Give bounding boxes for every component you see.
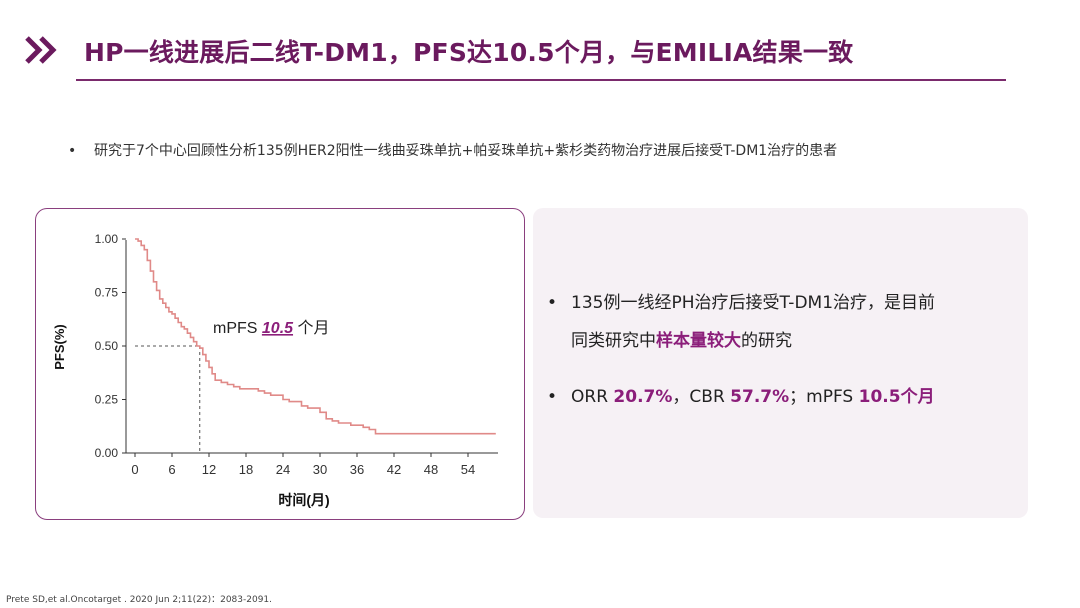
cbr-value: 57.7%: [730, 387, 790, 407]
mpfs-label: ；mPFS: [789, 387, 859, 407]
info-line-1-text: 135例一线经PH治疗后接受T-DM1治疗，是目前: [571, 293, 936, 313]
page-title: HP一线进展后二线T-DM1，PFS达10.5个月，与EMILIA结果一致: [84, 38, 854, 67]
title-divider: [76, 79, 1006, 81]
x-tick-label: 24: [276, 462, 290, 477]
info-line-2: 同类研究中样本量较大的研究: [571, 326, 792, 351]
x-tick-label: 0: [131, 462, 138, 477]
x-tick-label: 42: [387, 462, 401, 477]
x-tick-label: 30: [313, 462, 327, 477]
mpfs-annotation: mPFS 10.5 个月: [213, 319, 329, 337]
bullet-mark: •: [547, 387, 558, 407]
x-tick-label: 6: [168, 462, 175, 477]
orr-value: 20.7%: [613, 387, 673, 407]
y-tick-label: 0.25: [95, 393, 119, 407]
double-chevron-icon: [25, 36, 57, 64]
x-tick-label: 18: [239, 462, 253, 477]
mpfs-annotation-value: 10.5: [262, 320, 294, 337]
x-tick-label: 48: [424, 462, 438, 477]
x-axis-label: 时间(月): [278, 492, 329, 508]
x-tick-label: 36: [350, 462, 364, 477]
info-line-2-highlight: 样本量较大: [656, 331, 741, 351]
y-tick-label: 0.75: [95, 286, 119, 300]
info-line-1: • 135例一线经PH治疗后接受T-DM1治疗，是目前: [547, 288, 935, 313]
cbr-label: ，CBR: [672, 387, 731, 407]
mpfs-value: 10.5个月: [858, 387, 935, 407]
pfs-survival-curve: [135, 238, 496, 435]
intro-bullet: • 研究于7个中心回顾性分析135例HER2阳性一线曲妥珠单抗+帕妥珠单抗+紫杉类…: [68, 140, 837, 160]
y-tick-label: 0.50: [95, 339, 119, 353]
bullet-mark: •: [547, 293, 558, 313]
y-axis-label: PFS(%): [52, 324, 67, 370]
y-tick-label: 0.00: [95, 446, 119, 460]
orr-label: ORR: [571, 387, 614, 407]
mpfs-annotation-suffix: 个月: [293, 319, 329, 337]
info-line-3: • ORR 20.7%，CBR 57.7%；mPFS 10.5个月: [547, 382, 935, 407]
info-line-2-post: 的研究: [741, 331, 792, 351]
citation: Prete SD,et al.Oncotarget . 2020 Jun 2;1…: [6, 595, 273, 605]
intro-text: 研究于7个中心回顾性分析135例HER2阳性一线曲妥珠单抗+帕妥珠单抗+紫杉类药…: [94, 143, 838, 159]
bullet-mark: •: [68, 143, 77, 159]
km-chart-box: 0.00 0.25 0.50 0.75 1.00 0 6 12 18 24 30 36 42 48 54 …: [35, 208, 525, 520]
x-tick-label: 12: [202, 462, 216, 477]
info-panel: • 135例一线经PH治疗后接受T-DM1治疗，是目前 同类研究中样本量较大的研究…: [533, 208, 1028, 518]
km-chart: 0.000.250.500.751.00 0 6 12 18 24 30 36 42 48 54 …: [52, 232, 498, 508]
y-tick-label: 1.00: [95, 232, 119, 246]
mpfs-annotation-prefix: mPFS: [213, 320, 262, 337]
x-tick-label: 54: [461, 462, 475, 477]
info-line-2-pre: 同类研究中: [571, 331, 656, 351]
